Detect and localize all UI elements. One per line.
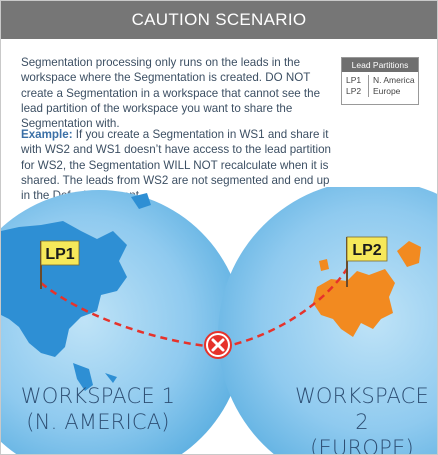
description-paragraph: Segmentation processing only runs on the… [21, 56, 321, 131]
header-bar: CAUTION SCENARIO [1, 1, 437, 39]
workspace-1-label: WORKSPACE 1 (N. AMERICA) [13, 383, 183, 435]
legend-code-lp1: LP1 [346, 75, 362, 85]
flag-lp1-pole [40, 240, 80, 289]
route-line-right [222, 268, 349, 349]
flag-lp1-label: LP1 [45, 246, 74, 263]
example-paragraph: Example: If you create a Segmentation in… [21, 127, 339, 203]
legend-region-eu: Europe [373, 86, 401, 96]
workspace-1-name: WORKSPACE 1 [20, 384, 176, 408]
legend-code-lp2: LP2 [346, 86, 362, 96]
route-line-left [40, 282, 216, 349]
workspace-2-label: WORKSPACE 2 (EUROPE) [287, 383, 437, 455]
example-text: If you create a Segmentation in WS1 and … [21, 128, 331, 203]
workspace-2-name: WORKSPACE 2 [294, 384, 430, 434]
example-lead: Example: [21, 128, 73, 141]
x-circle-icon [204, 331, 232, 359]
workspace-1-region: (N. AMERICA) [26, 410, 170, 434]
globes-illustration: LP1 LP2 [1, 180, 437, 454]
workspace-2-region: (EUROPE) [310, 436, 414, 455]
lead-partitions-legend: Lead Partitions LP1 LP2 N. America Europ… [341, 57, 419, 105]
legend-title: Lead Partitions [342, 58, 418, 72]
legend-region-na: N. America [373, 75, 415, 85]
flag-lp2-label: LP2 [352, 242, 381, 259]
flag-lp2-pole [346, 236, 388, 287]
header-title: CAUTION SCENARIO [131, 10, 307, 29]
workspace-diagram: LP1 LP2 WORKSPACE 1 (N. AMERICA) WORKSPA… [1, 180, 437, 455]
